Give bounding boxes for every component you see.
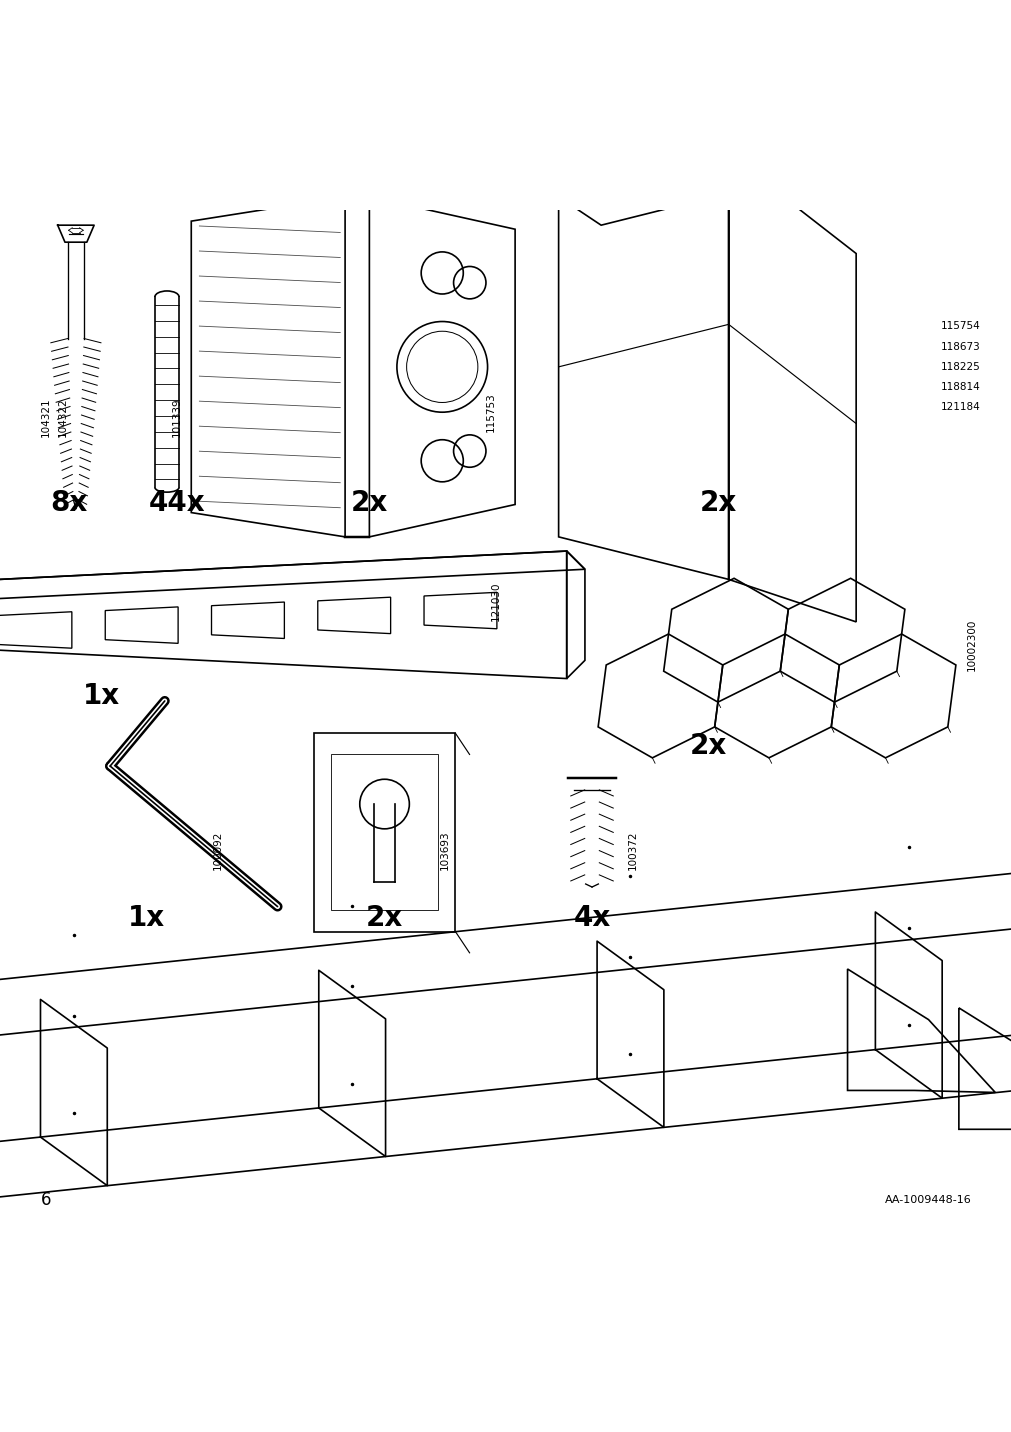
Text: 100372: 100372	[627, 831, 637, 871]
Text: 118814: 118814	[940, 382, 980, 392]
Text: 121030: 121030	[490, 581, 500, 621]
Text: 2x: 2x	[700, 490, 736, 517]
Text: 104322: 104322	[58, 398, 68, 437]
Text: 10002300: 10002300	[966, 619, 976, 672]
Polygon shape	[317, 597, 390, 633]
Text: 115754: 115754	[940, 321, 980, 331]
Polygon shape	[105, 607, 178, 643]
Text: 118225: 118225	[940, 362, 980, 372]
Text: 2x: 2x	[351, 490, 387, 517]
Text: 121184: 121184	[940, 402, 980, 412]
Text: AA-1009448-16: AA-1009448-16	[884, 1194, 971, 1204]
Text: 101339: 101339	[172, 398, 182, 437]
Polygon shape	[211, 601, 284, 639]
Text: 8x: 8x	[51, 490, 87, 517]
Text: 1x: 1x	[83, 682, 119, 710]
Text: 103693: 103693	[440, 831, 450, 871]
Text: 2x: 2x	[366, 905, 402, 932]
Polygon shape	[0, 611, 72, 649]
Text: 1x: 1x	[128, 905, 165, 932]
Text: 100092: 100092	[212, 831, 222, 871]
Text: 115753: 115753	[485, 392, 495, 432]
Text: 104321: 104321	[40, 398, 51, 437]
Text: 4x: 4x	[573, 905, 610, 932]
Text: 118673: 118673	[940, 342, 980, 352]
Text: 44x: 44x	[149, 490, 205, 517]
Polygon shape	[424, 593, 496, 629]
Text: 2x: 2x	[690, 732, 726, 760]
Text: 6: 6	[40, 1191, 51, 1209]
